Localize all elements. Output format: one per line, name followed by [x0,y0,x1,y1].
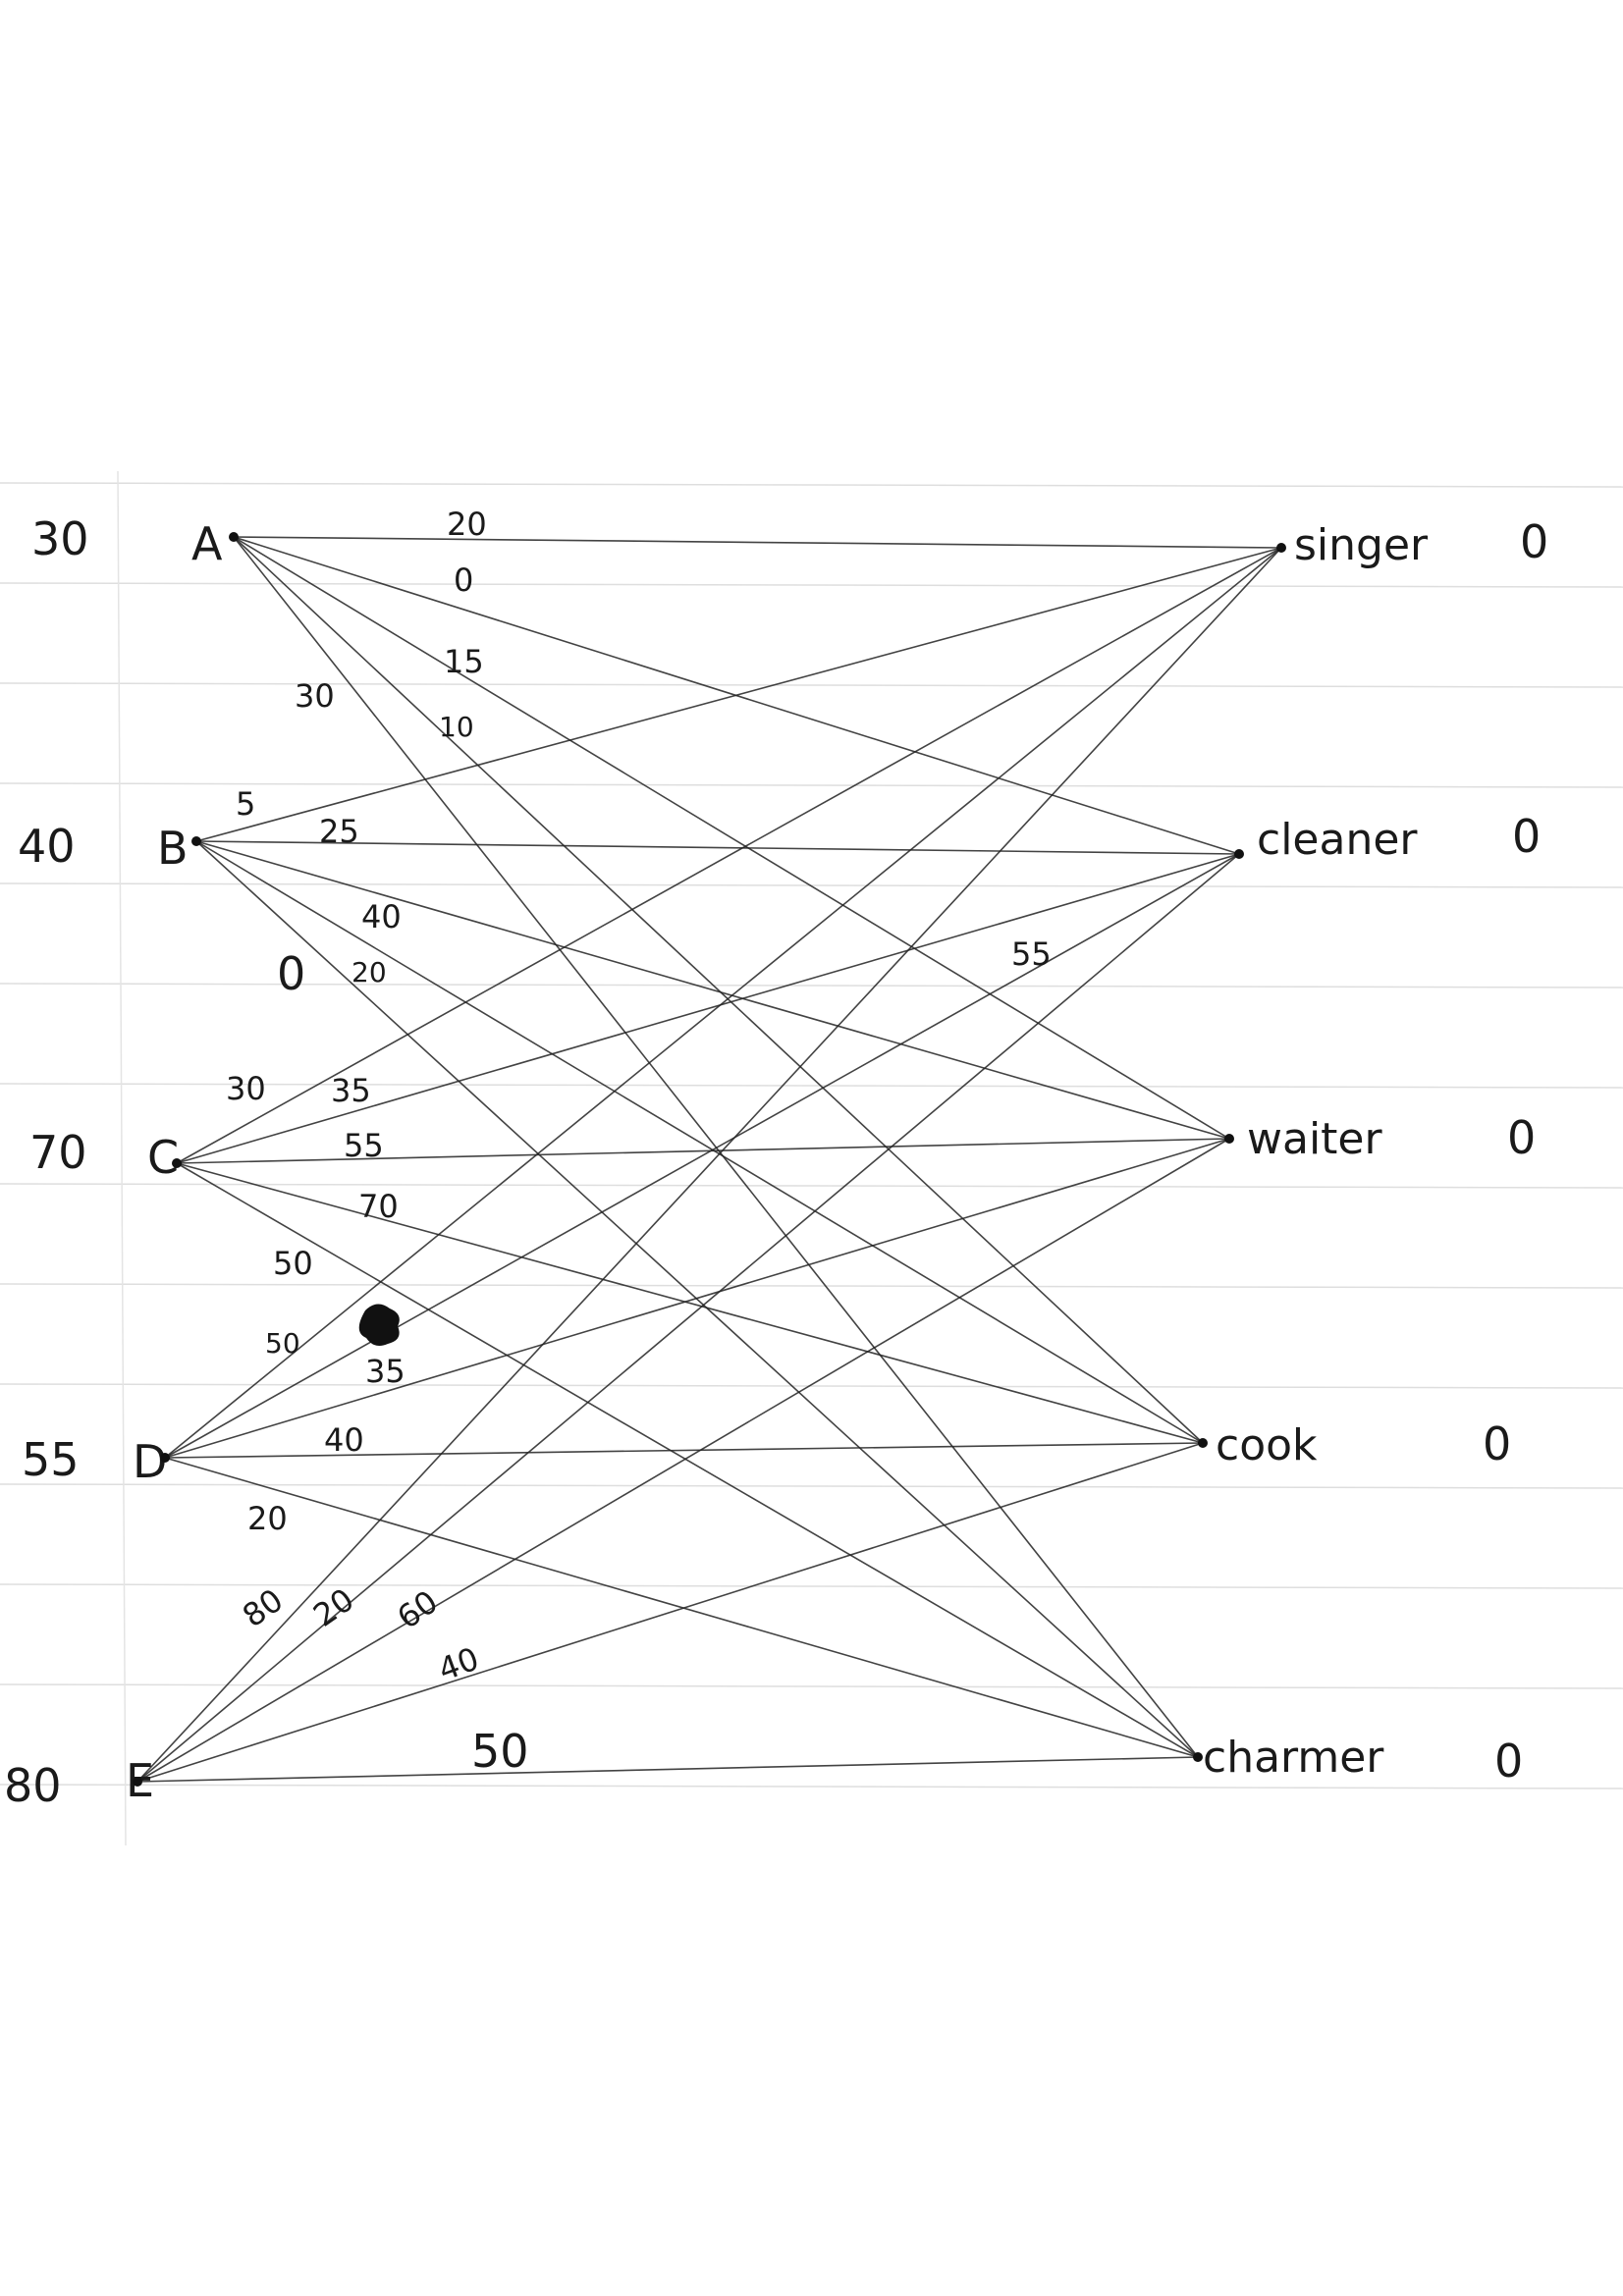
weight-A-singer: 20 [447,506,487,543]
value-cleaner: 0 [1512,810,1541,863]
node-waiter-label: waiter [1247,1114,1382,1164]
edge-E-waiter [136,1138,1230,1783]
edge-E-cook [136,1442,1204,1783]
ruled-line [0,1583,1623,1589]
weight-D-waiter: 35 [365,1353,406,1390]
node-cook-label: cook [1216,1420,1318,1470]
node-dot-cook [1198,1438,1208,1448]
weight-C-cook: 70 [358,1188,399,1225]
edge-A-singer [233,536,1282,549]
edge-C-waiter [176,1138,1230,1164]
edge-A-cook [233,536,1204,1444]
value-cook: 0 [1483,1417,1511,1470]
weight-C-waiter: 55 [344,1127,384,1164]
edge-D-charmer [164,1457,1199,1758]
node-B-label: B [157,822,189,875]
node-dots [133,532,1286,1787]
edge-D-cook [164,1442,1204,1459]
ruled-line [0,582,1623,588]
value-E: 80 [4,1759,62,1812]
node-dot-B [191,836,201,846]
value-C: 70 [29,1126,87,1179]
ruled-line [0,682,1623,688]
ruled-line [0,1483,1623,1489]
node-dot-cleaner [1234,849,1244,859]
node-dot-E [133,1777,142,1787]
weight-B-cook: 20 [352,956,387,988]
node-dot-charmer [1193,1752,1203,1762]
ruled-line [0,482,1623,488]
weight-C-charmer: 50 [273,1245,313,1282]
weight-B-charmer: 0 [277,947,305,1000]
edge-D-cleaner [164,853,1240,1459]
ruled-line [0,1283,1623,1289]
weight-B-cleaner: 25 [319,813,359,850]
edge-D-waiter [164,1138,1230,1459]
node-D-label: D [133,1435,167,1488]
value-B: 40 [18,820,76,873]
edge-B-cleaner [195,840,1240,855]
node-dot-A [229,532,239,542]
node-C-label: C [147,1131,179,1184]
weight-C-cleaner: 35 [331,1072,371,1109]
value-D: 55 [22,1433,80,1486]
node-dot-waiter [1224,1134,1234,1144]
weight-D-charmer: 20 [247,1500,288,1537]
edge-C-cook [176,1162,1204,1444]
ruled-line [0,983,1623,988]
graph-edges [136,536,1282,1783]
node-dot-singer [1276,543,1286,553]
weight-C-singer: 30 [226,1070,266,1107]
edge-weights: 20 0 15 10 30 5 25 40 20 0 30 35 55 70 5… [226,506,1052,1778]
edge-D-singer [164,547,1282,1459]
margin-line [117,470,127,1846]
value-charmer: 0 [1494,1735,1523,1788]
edge-C-singer [176,547,1282,1164]
weight-E-cook: 40 [433,1640,483,1689]
edge-E-cleaner [136,853,1240,1783]
node-cleaner-label: cleaner [1257,815,1418,865]
value-singer: 0 [1520,515,1548,568]
edge-B-charmer [195,840,1199,1758]
edge-A-charmer [233,536,1199,1758]
edge-E-charmer [136,1756,1199,1783]
node-dot-D [160,1453,170,1463]
edge-C-cleaner [176,853,1240,1164]
edge-B-cook [195,840,1204,1444]
weight-B-singer: 5 [236,785,255,823]
weight-A-cleaner: 0 [454,561,473,599]
ruled-line [0,1683,1623,1689]
weight-A-waiter: 15 [444,643,484,680]
edge-E-singer [136,547,1282,1783]
ruled-line [0,1784,1623,1789]
edge-A-waiter [233,536,1230,1140]
ruled-line [0,1083,1623,1089]
weight-A-cook: 10 [439,711,474,743]
ruled-line [0,1183,1623,1189]
ruled-line [0,782,1623,788]
ink-blot [358,1304,400,1346]
weight-D-singer: 50 [265,1327,300,1360]
weight-E-charmer: 50 [471,1725,529,1778]
ruled-line [0,1383,1623,1389]
node-A-label: A [191,517,223,570]
weight-D-cleaner: 55 [1011,935,1052,973]
weight-D-cook: 40 [324,1421,364,1459]
value-A: 30 [31,512,89,565]
value-waiter: 0 [1507,1111,1536,1164]
edge-B-singer [195,547,1282,842]
weight-E-cleaner: 20 [306,1580,360,1633]
weight-B-waiter: 40 [361,898,402,935]
edge-B-waiter [195,840,1230,1140]
weight-A-charmer: 30 [295,677,335,715]
node-charmer-label: charmer [1203,1733,1384,1783]
node-dot-C [172,1158,182,1168]
node-singer-label: singer [1294,520,1429,570]
edge-C-charmer [176,1162,1199,1758]
